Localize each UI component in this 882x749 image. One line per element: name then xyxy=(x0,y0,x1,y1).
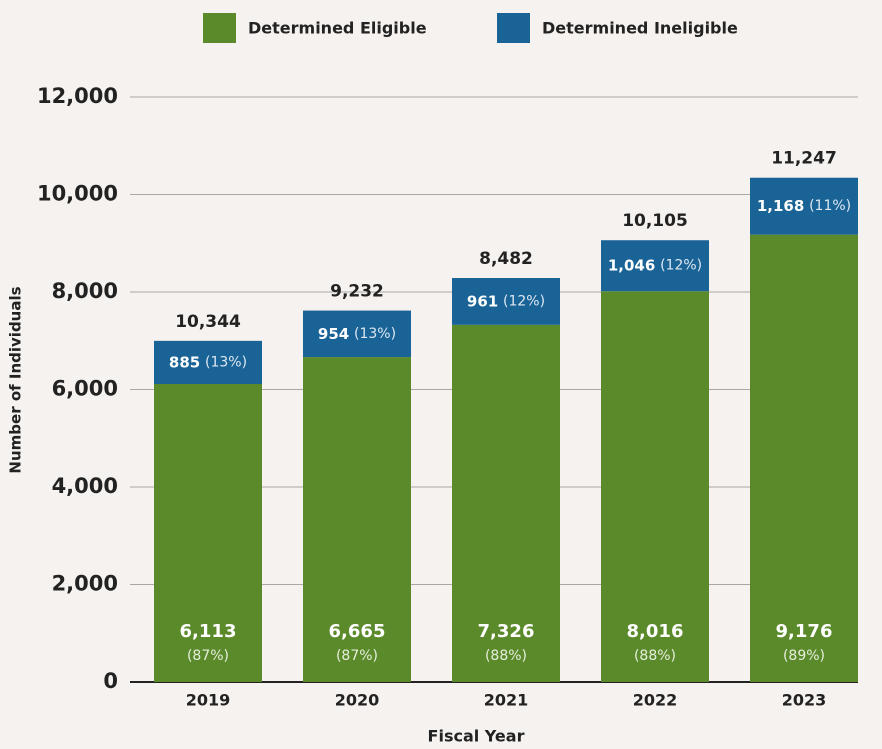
x-tick-label: 2021 xyxy=(484,691,529,710)
y-tick-label: 2,000 xyxy=(52,572,118,596)
percent-label: (12%) xyxy=(503,293,545,309)
y-tick-label: 8,000 xyxy=(52,279,118,303)
value-number: 1,046 xyxy=(608,256,655,274)
value-number: 961 xyxy=(467,292,498,310)
y-axis-title: Number of Individuals xyxy=(7,286,25,473)
legend-label: Determined Ineligible xyxy=(542,19,738,38)
value-label: 8,016 xyxy=(627,621,684,642)
value-label: 961 (12%) xyxy=(467,292,545,310)
value-label: 1,168 (11%) xyxy=(757,197,851,215)
bar-segment xyxy=(750,177,858,235)
value-label: 6,665 xyxy=(329,621,386,642)
x-tick-label: 2019 xyxy=(186,691,231,710)
bar-segment xyxy=(154,383,262,682)
bar-segment xyxy=(154,340,262,384)
total-label: 10,344 xyxy=(175,312,241,332)
value-label: 954 (13%) xyxy=(318,324,396,342)
value-number: 954 xyxy=(318,324,349,342)
y-tick-label: 6,000 xyxy=(52,377,118,401)
value-label: 1,046 (12%) xyxy=(608,256,702,274)
y-tick-label: 12,000 xyxy=(37,84,118,108)
value-label: 9,176 xyxy=(776,621,833,642)
y-tick-label: 10,000 xyxy=(37,182,118,206)
legend-label: Determined Eligible xyxy=(248,19,427,38)
value-number: 885 xyxy=(169,353,200,371)
total-label: 9,232 xyxy=(330,282,384,302)
percent-label: (88%) xyxy=(485,648,527,664)
y-tick-label: 4,000 xyxy=(52,474,118,498)
x-axis-title: Fiscal Year xyxy=(428,727,525,746)
bar-segment xyxy=(452,278,560,325)
bar-segment xyxy=(303,310,411,358)
percent-label: (12%) xyxy=(660,258,702,274)
x-tick-label: 2023 xyxy=(782,691,827,710)
percent-label: (13%) xyxy=(354,326,396,342)
value-label: 7,326 xyxy=(478,621,535,642)
bar-segment xyxy=(303,357,411,682)
x-tick-label: 2022 xyxy=(633,691,678,710)
percent-label: (87%) xyxy=(336,648,378,664)
bar-segment xyxy=(750,234,858,683)
legend-swatch xyxy=(497,13,530,43)
value-label: 6,113 xyxy=(180,621,237,642)
percent-label: (88%) xyxy=(634,648,676,664)
total-label: 10,105 xyxy=(622,211,688,231)
bar-segment xyxy=(452,324,560,682)
percent-label: (11%) xyxy=(809,198,851,214)
value-label: 885 (13%) xyxy=(169,353,247,371)
total-label: 11,247 xyxy=(771,149,837,169)
bar-segment xyxy=(601,291,709,682)
y-tick-label: 0 xyxy=(103,669,118,693)
bar-segment xyxy=(601,240,709,292)
total-label: 8,482 xyxy=(479,249,533,269)
percent-label: (89%) xyxy=(783,648,825,664)
percent-label: (13%) xyxy=(205,354,247,370)
percent-label: (87%) xyxy=(187,648,229,664)
legend-swatch xyxy=(203,13,236,43)
value-number: 1,168 xyxy=(757,197,804,215)
x-tick-label: 2020 xyxy=(335,691,380,710)
